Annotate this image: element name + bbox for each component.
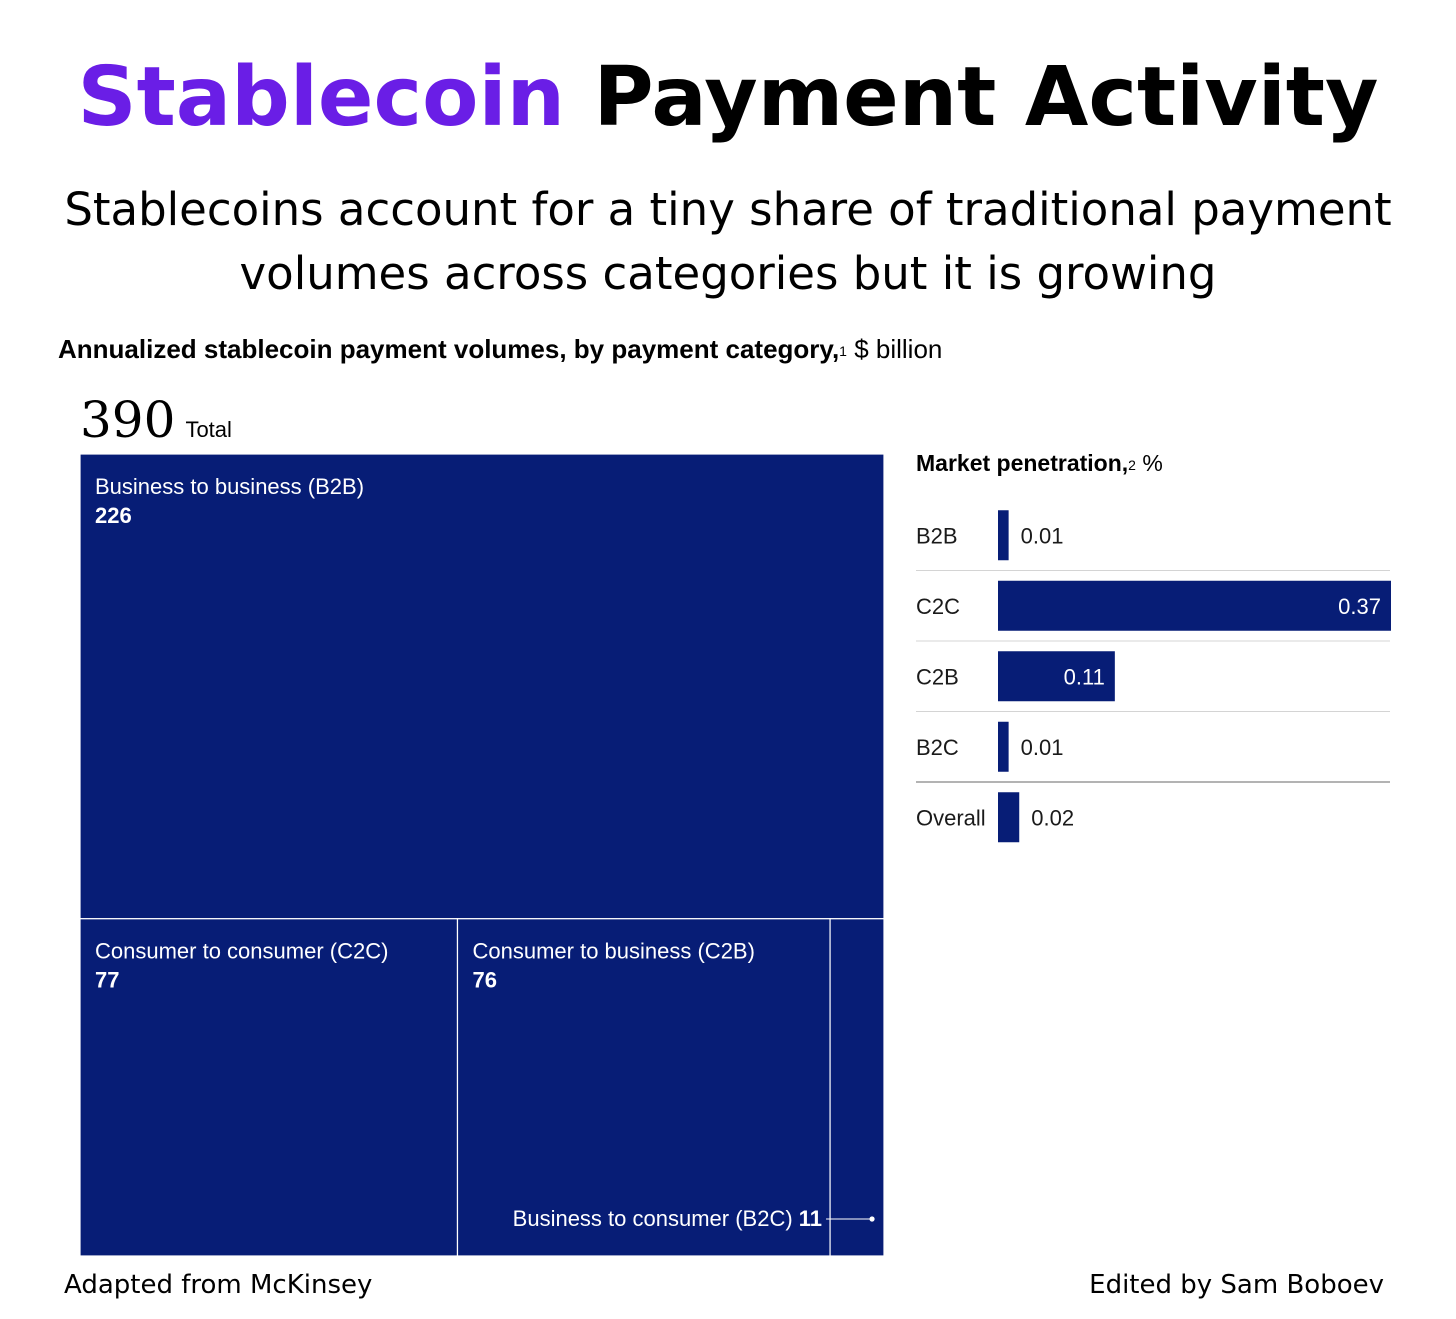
treemap-cell-0 [79, 453, 885, 920]
treemap-value-0: 226 [95, 503, 132, 528]
penetration-category-0: B2B [916, 523, 958, 548]
penetration-bar-3 [998, 721, 1009, 772]
penetration-category-2: C2B [916, 664, 959, 689]
penetration-value-1: 0.37 [1338, 594, 1381, 619]
treemap-callout-dot [869, 1216, 875, 1222]
source-credit: Adapted from McKinsey [64, 1270, 373, 1300]
treemap-total: 390 Total [80, 390, 232, 450]
treemap-cell-1 [79, 918, 459, 1257]
penetration-value-4: 0.02 [1031, 805, 1074, 830]
penetration-category-3: B2C [916, 735, 959, 760]
penetration-heading-unit: % [1142, 450, 1163, 476]
penetration-bar-4 [998, 792, 1020, 843]
treemap-cell-2 [456, 918, 831, 1257]
chart-heading-unit: $ billion [854, 334, 943, 364]
treemap-value-2: 76 [472, 968, 496, 993]
penetration-heading-footnote: 2 [1128, 457, 1136, 473]
editor-credit: Edited by Sam Boboev [1089, 1270, 1384, 1300]
penetration-heading: Market penetration,2 % [916, 448, 1163, 478]
chart-heading: Annualized stablecoin payment volumes, b… [58, 333, 942, 365]
treemap-value-3: 11 [799, 1206, 822, 1231]
treemap-label-1: Consumer to consumer (C2C) [95, 939, 388, 964]
treemap-cell-3 [829, 918, 885, 1257]
penetration-category-4: Overall [916, 805, 986, 830]
treemap-label-3: Business to consumer (B2C) 11 [513, 1206, 822, 1231]
penetration-bar-0 [998, 510, 1009, 561]
penetration-heading-text: Market penetration, [916, 450, 1129, 476]
treemap-label-0: Business to business (B2B) [95, 474, 364, 499]
penetration-bar-2 [998, 651, 1115, 702]
chart-heading-footnote: 1 [839, 343, 847, 359]
penetration-value-3: 0.01 [1021, 735, 1064, 760]
penetration-bar-1 [998, 580, 1391, 631]
title-rest: Payment Activity [593, 50, 1379, 145]
treemap-total-label: Total [185, 417, 232, 442]
penetration-category-1: C2C [916, 594, 960, 619]
penetration-value-2: 0.11 [1064, 664, 1105, 689]
page-title: Stablecoin Payment Activity [0, 48, 1456, 148]
treemap-value-1: 77 [95, 968, 119, 993]
penetration-value-0: 0.01 [1021, 523, 1064, 548]
treemap-label-2: Consumer to business (C2B) [472, 939, 754, 964]
chart-heading-text: Annualized stablecoin payment volumes, b… [58, 334, 840, 364]
page-subtitle: Stablecoins account for a tiny share of … [64, 183, 1392, 300]
treemap-total-value: 390 [80, 391, 176, 449]
title-accent: Stablecoin [77, 50, 565, 145]
